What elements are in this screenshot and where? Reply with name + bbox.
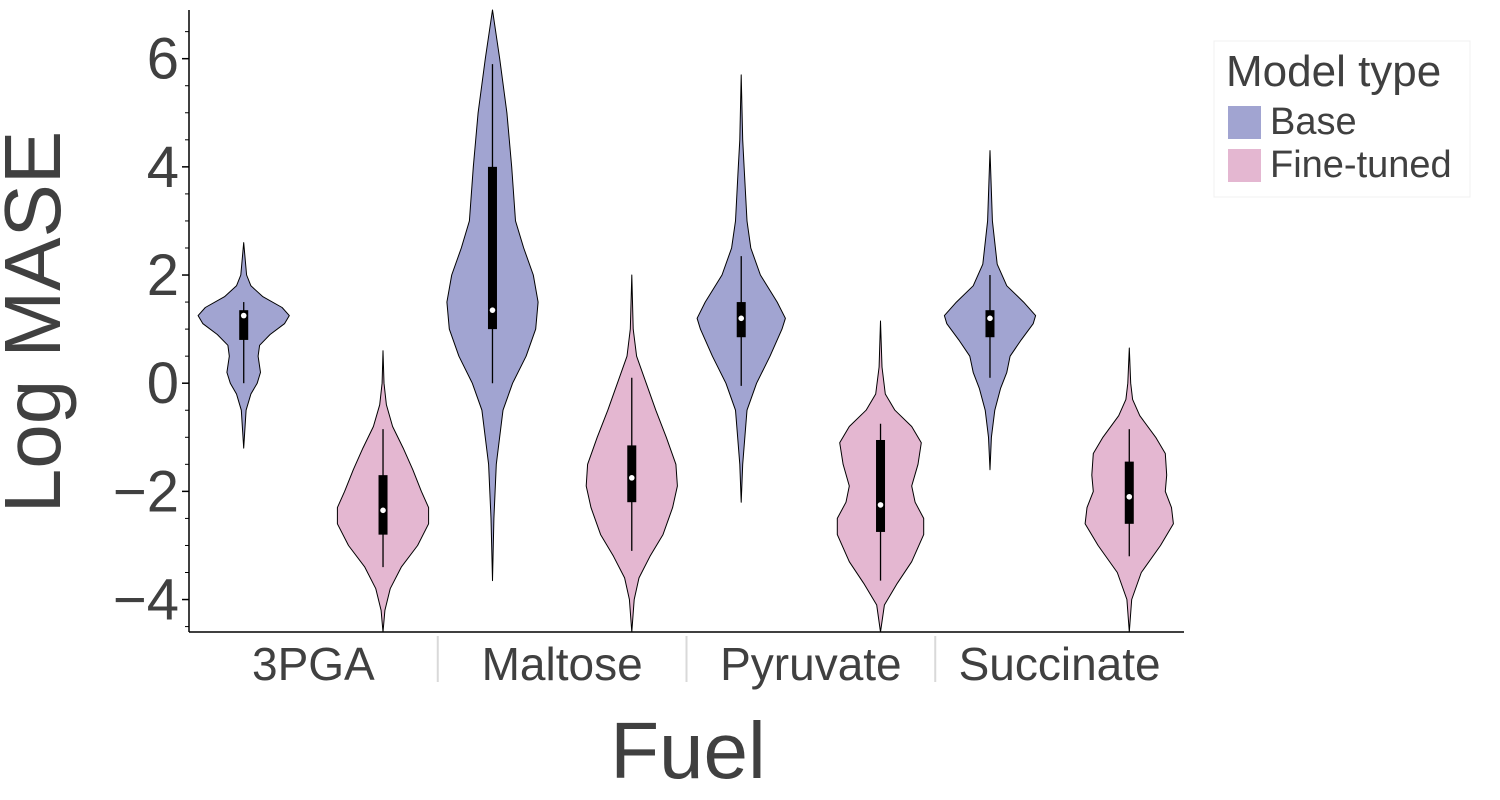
violin-iqr-box — [378, 475, 388, 535]
violin-iqr-box — [876, 439, 886, 532]
violin-fine-tuned-3pga — [336, 350, 430, 633]
legend-label-base: Base — [1270, 101, 1357, 143]
violin-iqr-box — [239, 310, 249, 340]
y-axis-title: Log MASE — [0, 131, 77, 513]
violin-iqr-box — [1124, 461, 1134, 524]
legend-swatch-fine-tuned — [1228, 149, 1261, 182]
y-tick-label: 6 — [147, 27, 179, 92]
legend-label-fine-tuned: Fine-tuned — [1270, 144, 1452, 186]
axes — [188, 10, 1184, 633]
violins-layer — [197, 9, 1174, 633]
violin-median-dot — [380, 507, 386, 514]
violin-fine-tuned-succinate — [1084, 347, 1174, 633]
legend-title: Model type — [1226, 47, 1441, 96]
y-tick-label: 4 — [147, 135, 179, 200]
violin-median-dot — [738, 315, 745, 322]
violin-median-dot — [628, 475, 635, 481]
x-tick-label-succinate: Succinate — [959, 638, 1161, 690]
violin-base-pyruvate — [696, 74, 786, 503]
violin-base-3pga — [197, 242, 290, 449]
violin-fine-tuned-pyruvate — [836, 320, 925, 633]
violin-base-succinate — [943, 150, 1037, 471]
legend-swatch-base — [1228, 106, 1261, 139]
violin-iqr-box — [985, 310, 995, 338]
violin-fine-tuned-maltose — [585, 274, 678, 633]
violin-iqr-box — [487, 166, 497, 330]
x-tick-label-pyruvate: Pyruvate — [720, 638, 902, 690]
y-tick-label: −4 — [113, 568, 179, 633]
legend: Model type Base Fine-tuned — [1213, 40, 1471, 198]
violin-median-dot — [489, 307, 496, 313]
violin-median-dot — [987, 315, 993, 322]
x-tick-labels: 3PGA Maltose Pyruvate Succinate — [252, 636, 1161, 690]
x-tick-label-3pga: 3PGA — [252, 638, 375, 690]
x-axis-title: Fuel — [610, 706, 766, 795]
y-tick-label: −2 — [113, 459, 179, 524]
y-tick-label: 0 — [147, 351, 179, 416]
y-tick-label: 2 — [147, 243, 179, 308]
violin-median-dot — [240, 312, 247, 319]
violin-iqr-box — [627, 445, 637, 503]
violin-median-dot — [1126, 493, 1133, 500]
violin-base-maltose — [446, 9, 539, 582]
y-ticks: −4 −2 0 2 4 6 — [113, 27, 189, 633]
x-tick-label-maltose: Maltose — [482, 638, 643, 690]
violin-median-dot — [877, 502, 884, 508]
